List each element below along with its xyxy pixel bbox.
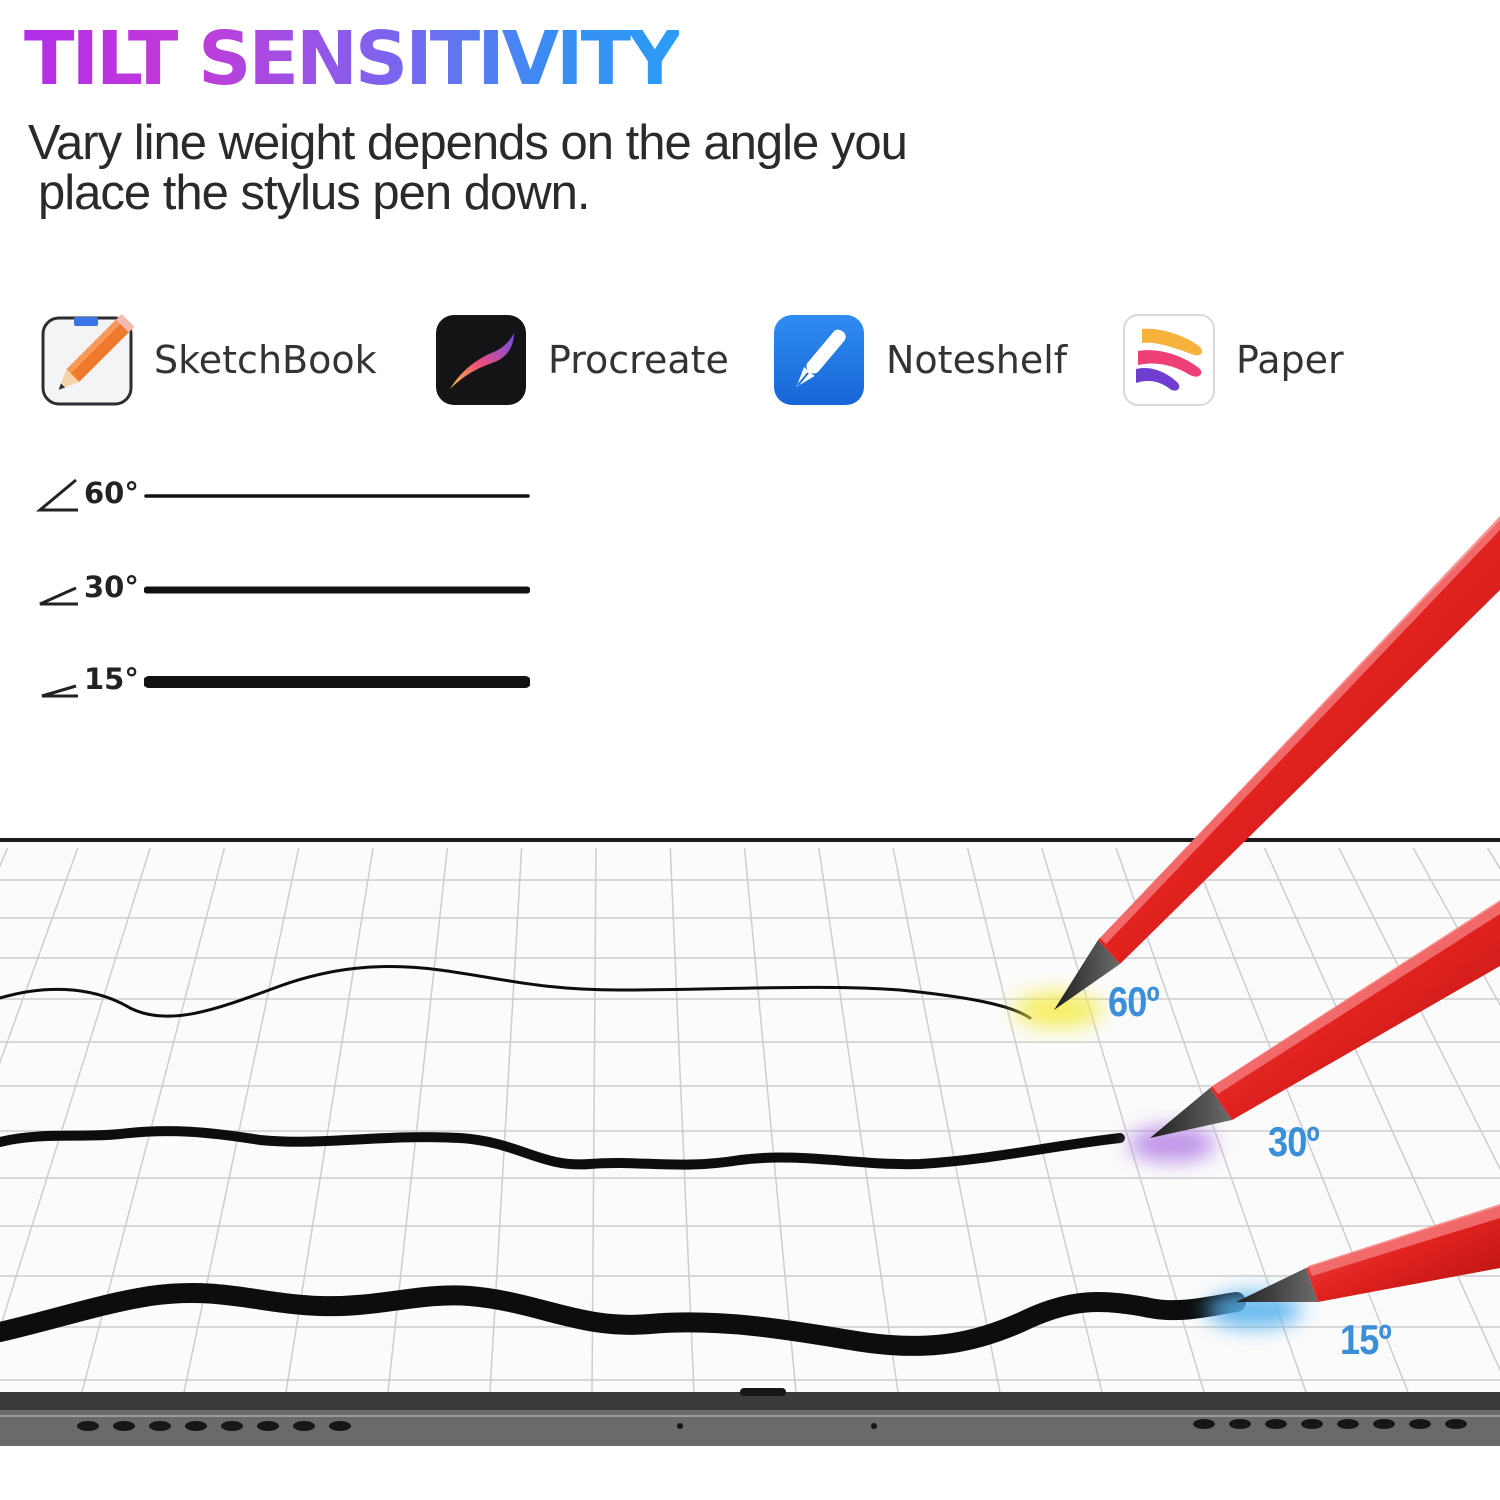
legend-row-60: 60° xyxy=(36,470,556,520)
glow-yellow xyxy=(1014,992,1102,1028)
subtitle-line-2: place the stylus pen down. xyxy=(38,166,590,220)
legend-angle-label: 60° xyxy=(84,476,139,510)
stroke-angle-label-60: 60º xyxy=(1108,978,1160,1025)
app-noteshelf: Noteshelf xyxy=(772,310,1067,410)
app-label-paper: Paper xyxy=(1236,338,1344,382)
stylus-pen-30 xyxy=(1150,900,1500,1138)
drawn-strokes xyxy=(0,965,1246,1356)
stroke-medium xyxy=(0,1126,1125,1170)
legend-angle-label: 30° xyxy=(84,570,139,604)
tilt-legend: 60° 30° 15° xyxy=(0,450,560,710)
thick-line-sample xyxy=(144,676,530,688)
app-paper: Paper xyxy=(1122,310,1344,410)
angle-15-icon xyxy=(41,684,78,698)
legend-row-15: 15° xyxy=(36,656,556,706)
procreate-brush-icon xyxy=(436,315,526,405)
stroke-angle-label-30: 30º xyxy=(1268,1118,1320,1165)
stroke-thick xyxy=(0,1282,1246,1356)
legend-row-30: 30° xyxy=(36,564,556,614)
glow-purple xyxy=(1128,1126,1216,1162)
medium-line-sample xyxy=(144,586,530,594)
app-sketchbook: SketchBook xyxy=(40,310,377,410)
angle-60-icon xyxy=(36,478,78,512)
paper-ribbon-icon xyxy=(1123,314,1215,406)
app-label-sketchbook: SketchBook xyxy=(154,338,377,382)
noteshelf-pen-icon xyxy=(774,315,864,405)
page-title: TILT SENSITIVITY xyxy=(24,16,682,102)
legend-angle-label: 15° xyxy=(84,662,139,696)
screen-grid xyxy=(0,848,1500,1392)
thin-line-sample xyxy=(144,494,530,498)
app-label-procreate: Procreate xyxy=(548,338,729,382)
stylus-pen-60 xyxy=(1054,516,1500,1010)
app-procreate: Procreate xyxy=(434,310,729,410)
subtitle-line-1: Vary line weight depends on the angle yo… xyxy=(28,116,908,170)
sketchbook-pencil-icon xyxy=(41,314,134,406)
compatible-apps-row: SketchBook Procreate xyxy=(0,310,1500,420)
speaker-grille xyxy=(77,1388,1467,1431)
app-label-noteshelf: Noteshelf xyxy=(886,338,1068,382)
page-subtitle: Vary line weight depends on the angle yo… xyxy=(28,118,988,218)
stroke-thin xyxy=(0,965,1032,1020)
stylus-pen-15 xyxy=(1236,1204,1500,1302)
stroke-angle-label-15: 15º xyxy=(1340,1316,1392,1363)
angle-30-icon xyxy=(39,586,78,606)
